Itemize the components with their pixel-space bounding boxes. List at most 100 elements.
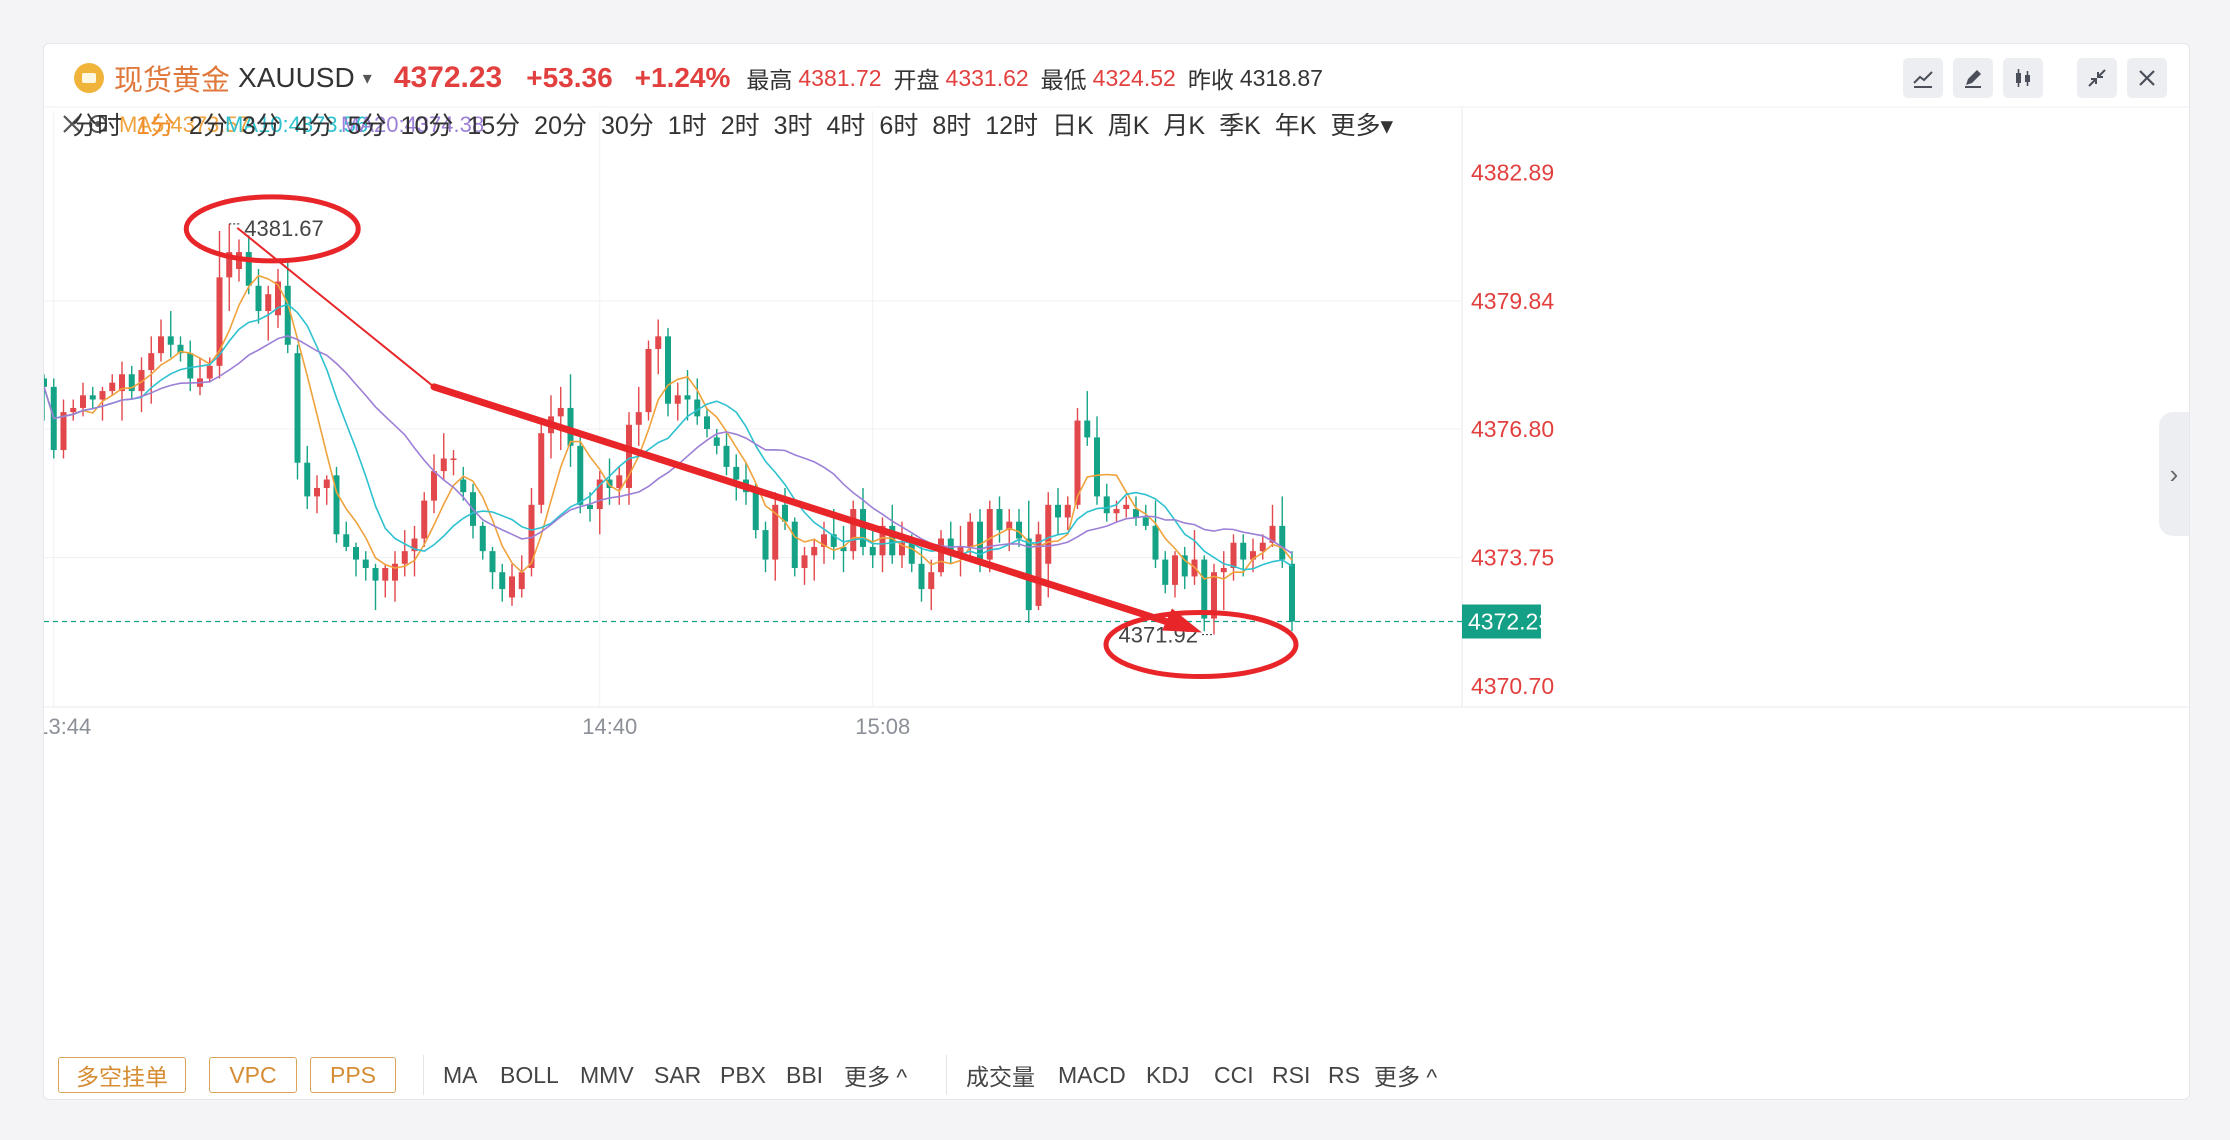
candle-body[interactable]	[70, 407, 77, 413]
candle-body[interactable]	[723, 445, 730, 467]
indicator-boll[interactable]: BOLL	[500, 1061, 559, 1088]
candle-body[interactable]	[811, 546, 818, 556]
candle-body[interactable]	[626, 424, 632, 488]
candle-body[interactable]	[957, 546, 964, 556]
candle-body[interactable]	[899, 542, 905, 556]
candle-body[interactable]	[1152, 525, 1159, 560]
candle-body[interactable]	[665, 336, 671, 404]
timeframe-20[interactable]: 季K	[1219, 112, 1261, 140]
indicator-volume[interactable]: 成交量	[966, 1064, 1035, 1090]
candle-body[interactable]	[158, 336, 164, 354]
candle-body[interactable]	[1064, 504, 1071, 518]
candle-body[interactable]	[821, 534, 827, 547]
collapse-icon[interactable]	[2077, 58, 2117, 98]
tag-vpc[interactable]: VPC	[209, 1057, 297, 1093]
candle-body[interactable]	[1123, 504, 1130, 510]
candle-body[interactable]	[840, 546, 847, 552]
candle-body[interactable]	[879, 525, 886, 556]
candle-body[interactable]	[713, 437, 720, 446]
timeframe-5[interactable]: 5分	[347, 112, 387, 140]
instrument-symbol[interactable]: XAUUSD	[238, 62, 355, 93]
candle-body[interactable]	[596, 479, 603, 510]
candle-body[interactable]	[265, 294, 272, 312]
candle-body[interactable]	[967, 521, 974, 547]
candle-body[interactable]	[509, 576, 515, 598]
candle-body[interactable]	[353, 546, 359, 560]
timeframe-17[interactable]: 日K	[1052, 112, 1094, 140]
candle-body[interactable]	[60, 412, 67, 451]
candle-body[interactable]	[333, 475, 340, 535]
candle-body[interactable]	[1230, 542, 1237, 568]
timeframe-19[interactable]: 月K	[1163, 112, 1206, 140]
candle-body[interactable]	[986, 509, 993, 560]
candle-body[interactable]	[1094, 437, 1100, 497]
candle-body[interactable]	[80, 395, 86, 408]
indicator-kdj[interactable]: KDJ	[1146, 1061, 1190, 1088]
candle-body[interactable]	[89, 395, 96, 400]
draw-pen-icon[interactable]	[1953, 58, 1993, 98]
instrument-name[interactable]: 现货黄金	[114, 65, 231, 97]
candle-body[interactable]	[782, 504, 788, 522]
candle-body[interactable]	[830, 534, 837, 547]
indicator-bbi[interactable]: BBI	[786, 1061, 824, 1088]
candle-body[interactable]	[499, 572, 506, 590]
candle-body[interactable]	[304, 462, 311, 497]
candle-body[interactable]	[772, 504, 779, 560]
chevron-right-icon[interactable]: ›	[2159, 412, 2189, 536]
line-tool-icon[interactable]	[1903, 58, 1943, 98]
candle-body[interactable]	[1211, 572, 1217, 619]
candle-body[interactable]	[528, 504, 535, 568]
candle-body[interactable]	[1113, 509, 1120, 514]
candle-body[interactable]	[791, 521, 798, 568]
candle-body[interactable]	[1269, 525, 1276, 543]
candle-body[interactable]	[1084, 420, 1091, 438]
timeframe-10[interactable]: 1时	[667, 112, 707, 140]
candle-body[interactable]	[167, 336, 174, 345]
candle-body[interactable]	[1133, 509, 1139, 518]
timeframe-22[interactable]: 更多▾	[1330, 112, 1394, 140]
candle-body[interactable]	[1035, 534, 1042, 606]
candle-body[interactable]	[1279, 525, 1286, 560]
indicator-ma[interactable]: MA	[443, 1061, 478, 1088]
candle-body[interactable]	[1074, 420, 1081, 505]
candle-body[interactable]	[440, 458, 447, 472]
indicator-macd[interactable]: MACD	[1058, 1061, 1126, 1088]
timeframe-8[interactable]: 20分	[534, 112, 587, 140]
indicator-rsi[interactable]: RSI	[1272, 1061, 1311, 1088]
candle-body[interactable]	[411, 538, 418, 552]
candle-body[interactable]	[1045, 504, 1052, 564]
close-icon[interactable]	[2127, 58, 2167, 98]
sub-indicator-more[interactable]: 更多 ^	[1374, 1064, 1438, 1090]
candle-body[interactable]	[762, 530, 769, 560]
timeframe-11[interactable]: 2时	[720, 112, 760, 140]
candle-body[interactable]	[1006, 521, 1013, 531]
indicator-rs[interactable]: RS	[1328, 1061, 1360, 1088]
candle-body[interactable]	[1142, 517, 1149, 526]
timeframe-16[interactable]: 12时	[985, 112, 1039, 140]
candle-body[interactable]	[187, 353, 194, 379]
candle-body[interactable]	[752, 492, 759, 531]
timeframe-9[interactable]: 30分	[600, 112, 654, 140]
indicator-sar[interactable]: SAR	[654, 1061, 702, 1088]
candle-body[interactable]	[177, 344, 184, 354]
candle-body[interactable]	[489, 551, 496, 573]
candle-body[interactable]	[918, 563, 925, 590]
candle-body[interactable]	[938, 538, 944, 573]
candle-body[interactable]	[1240, 542, 1247, 560]
candle-body[interactable]	[460, 479, 467, 493]
candle-body[interactable]	[284, 285, 291, 345]
candle-body[interactable]	[674, 395, 681, 404]
timeframe-21[interactable]: 年K	[1274, 112, 1317, 140]
candle-body[interactable]	[119, 374, 125, 392]
candle-body[interactable]	[421, 500, 428, 539]
candle-body[interactable]	[869, 546, 876, 556]
timeframe-18[interactable]: 周K	[1107, 112, 1150, 140]
candle-body[interactable]	[928, 572, 935, 590]
candle-body[interactable]	[538, 433, 545, 505]
candle-body[interactable]	[255, 285, 262, 312]
timeframe-6[interactable]: 10分	[400, 112, 454, 140]
candle-body[interactable]	[216, 277, 223, 366]
candle-body[interactable]	[226, 252, 233, 278]
timeframe-1[interactable]: 1分	[136, 112, 175, 140]
indicator-pbx[interactable]: PBX	[720, 1061, 767, 1088]
